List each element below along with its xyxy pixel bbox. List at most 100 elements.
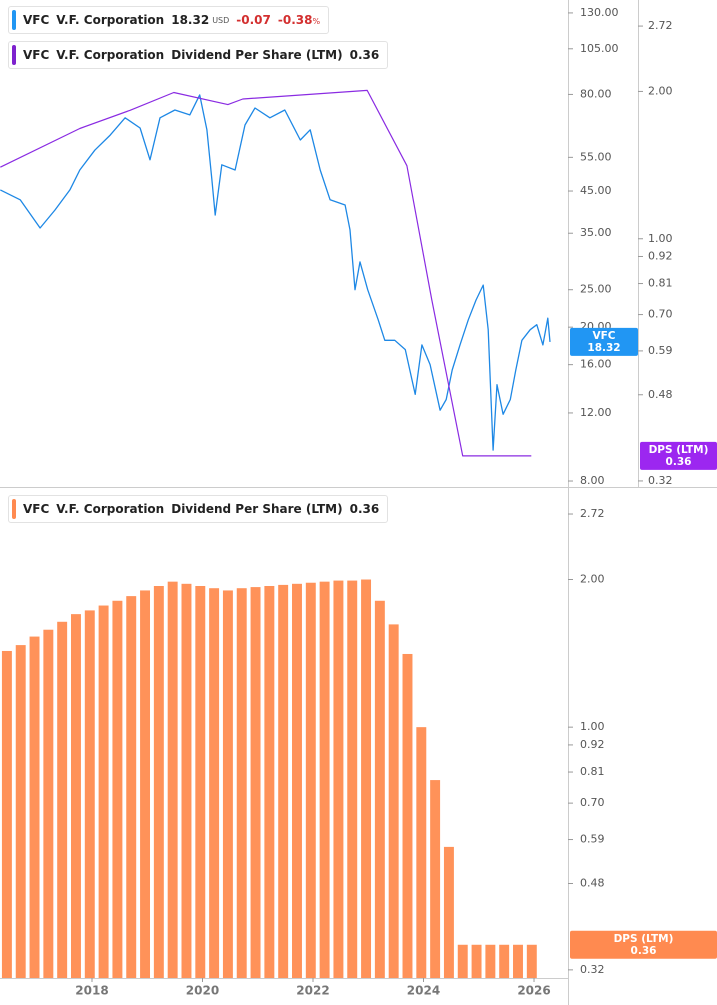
bar [29,636,40,978]
legend-swatch [12,10,16,30]
bar [112,600,123,978]
y-tick-label: 55.00 [580,150,612,163]
bar [388,624,399,978]
y-tick-label: 2.72 [648,19,673,32]
x-tick-label: 2026 [517,984,550,998]
bar [84,610,95,978]
legend-change-pct-value: -0.38 [277,13,313,27]
y-tick-label: 2.00 [648,84,673,97]
price-badge [570,327,638,356]
badge-label: VFC [592,330,615,342]
legend-symbol: VFC [23,48,50,62]
legend-name: V.F. Corporation [56,48,165,62]
legend: VFC V.F. Corporation 18.32 USD -0.07 -0.… [8,6,330,34]
y-tick-label: 0.92 [648,249,673,262]
badge-value: 0.36 [666,456,692,468]
bar [153,585,164,978]
legend-unit: USD [212,15,230,25]
y-tick-label: 80.00 [580,87,612,100]
legend-change-pct: -0.38% [278,13,320,27]
bar [292,583,302,978]
y-tick-label: 130.00 [580,6,619,19]
y-tick-label: 2.00 [580,573,605,586]
bar [222,590,233,978]
bar [471,944,482,978]
y-tick-label: 0.92 [580,738,605,751]
bar [43,629,54,978]
y-tick-label: 2.72 [580,507,605,520]
badge-label: DPS (LTM) [614,933,674,945]
bar [15,645,26,978]
price-badge [570,930,717,959]
bar [264,585,275,978]
y-tick-label: 8.00 [580,474,605,487]
legend-name: V.F. Corporation [56,502,165,516]
bar [526,944,537,978]
bar [1,650,12,978]
y-tick-label: 1.00 [648,232,673,245]
bar [347,580,358,978]
y-tick-label: 25.00 [580,283,612,296]
x-tick-label: 2024 [407,984,440,998]
bar [443,846,454,978]
bar [57,621,68,978]
bar [278,584,289,978]
series-line [0,89,532,457]
legend-pct-sign: % [312,17,321,26]
bar [499,944,510,978]
y-tick-label: 0.48 [648,388,673,401]
y-tick-label: 0.59 [580,833,605,846]
y-tick-label: 0.32 [648,474,673,487]
y-tick-label: 0.59 [648,344,673,357]
bar [402,653,413,978]
x-tick-label: 2022 [296,984,329,998]
bar [250,587,261,978]
bar [513,944,523,978]
legend-name: V.F. Corporation [56,13,165,27]
bar [319,581,330,978]
y-tick-label: 0.32 [580,963,605,976]
legend: VFC V.F. Corporation Dividend Per Share … [8,41,389,69]
bar [374,600,385,978]
bar [236,588,247,978]
bar [71,614,81,978]
legend-symbol: VFC [23,502,50,516]
badge-value: 18.32 [587,342,620,354]
y-tick-label: 0.81 [580,765,605,778]
y-tick-label: 0.70 [648,308,673,321]
legend-swatch [12,499,16,519]
legend-symbol: VFC [23,13,50,27]
price-badge [640,441,717,470]
bar [416,727,427,978]
y-tick-label: 0.81 [648,277,673,290]
x-tick-label: 2020 [186,984,219,998]
legend-swatch [12,45,16,65]
x-tick-label: 2018 [75,984,108,998]
bar [126,596,137,978]
bar [98,605,109,978]
badge-value: 0.36 [631,945,657,957]
bar [167,581,178,978]
y-tick-label: 16.00 [580,358,612,371]
y-tick-label: 35.00 [580,226,612,239]
bar [209,588,220,978]
y-tick-label: 1.00 [580,720,605,733]
y-tick-label: 45.00 [580,184,612,197]
legend: VFC V.F. Corporation Dividend Per Share … [8,495,389,523]
bar [485,944,496,978]
bar [333,580,344,978]
bar [457,944,468,978]
legend-value: 0.36 [349,48,380,62]
legend-value: 18.32 [171,13,210,27]
y-tick-label: 0.48 [580,876,605,889]
series-line [0,94,551,451]
bar [361,579,372,978]
bar [305,582,316,978]
badge-label: DPS (LTM) [649,444,709,456]
legend-change: -0.07 [236,13,271,27]
legend-metric: Dividend Per Share (LTM) [171,48,343,62]
y-tick-label: 105.00 [580,42,619,55]
y-tick-label: 12.00 [580,406,612,419]
